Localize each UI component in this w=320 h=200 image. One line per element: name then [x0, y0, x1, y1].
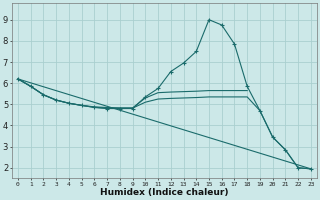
X-axis label: Humidex (Indice chaleur): Humidex (Indice chaleur) [100, 188, 229, 197]
